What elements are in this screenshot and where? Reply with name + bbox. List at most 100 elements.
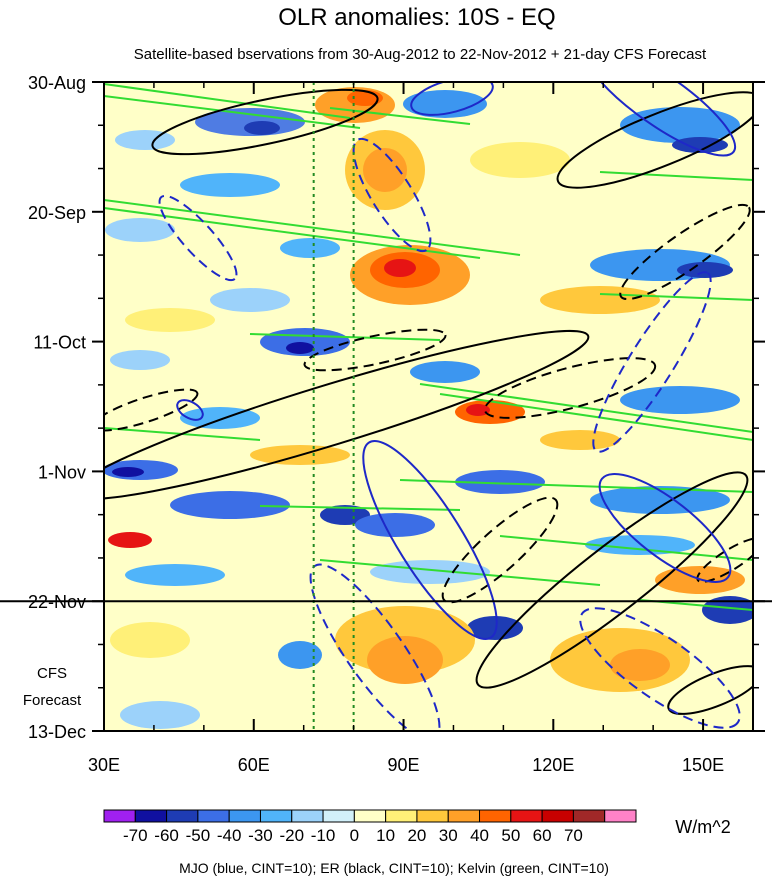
mjo-contour bbox=[583, 82, 737, 157]
anomaly-patch-positive bbox=[125, 308, 215, 332]
anomaly-patch-negative bbox=[115, 130, 175, 150]
anomaly-patch-negative bbox=[210, 288, 290, 312]
x-tick-label: 30E bbox=[88, 755, 120, 775]
colorbar-swatch bbox=[103, 809, 136, 823]
colorbar-swatch bbox=[541, 809, 574, 823]
anomaly-patch-negative bbox=[278, 641, 322, 669]
plot-frame bbox=[103, 81, 754, 732]
kelvin-contour bbox=[399, 479, 753, 493]
colorbar-level-label: -60 bbox=[154, 826, 179, 845]
anomaly-patch-negative bbox=[320, 505, 370, 525]
kelvin-contour bbox=[104, 83, 351, 119]
colorbar-labels: -70 -60 -50 -40 -30 -20 -10 0 10 20 30 40 50 60 70 bbox=[123, 826, 583, 845]
y-tick-label: 11-Oct bbox=[33, 333, 86, 353]
anomaly-patch-positive bbox=[540, 286, 660, 314]
anomaly-patch-negative bbox=[244, 121, 280, 135]
colorbar-swatch bbox=[134, 809, 168, 823]
anomaly-patch-negative bbox=[370, 560, 490, 584]
axis-ticks bbox=[92, 81, 765, 732]
colorbar-level-label: -10 bbox=[311, 826, 336, 845]
y-tick-label: 20-Sep bbox=[28, 203, 86, 223]
er-contour bbox=[667, 665, 753, 715]
anomaly-patch-negative bbox=[672, 137, 728, 153]
anomaly-patch-positive bbox=[466, 404, 490, 416]
er-contour-dashed bbox=[696, 537, 753, 583]
chart-title: OLR anomalies: 10S - EQ bbox=[278, 4, 555, 31]
colorbar-units: W/m^2 bbox=[675, 817, 730, 837]
anomaly-patch-negative bbox=[110, 350, 170, 370]
colorbar-level-label: 60 bbox=[533, 826, 552, 845]
colorbar-level-label: -20 bbox=[279, 826, 304, 845]
anomaly-patch-negative bbox=[677, 262, 733, 278]
anomaly-patch-negative bbox=[410, 361, 480, 383]
colorbar-swatch bbox=[479, 809, 512, 823]
er-contour bbox=[104, 330, 590, 500]
anomaly-patch-negative bbox=[170, 491, 290, 519]
colorbar-swatch bbox=[416, 809, 449, 823]
colorbar-level-label: 40 bbox=[470, 826, 489, 845]
colorbar-swatch bbox=[259, 809, 293, 823]
anomaly-patch-negative bbox=[112, 467, 144, 477]
kelvin-contour bbox=[319, 559, 601, 586]
anomaly-patch-negative bbox=[455, 470, 545, 494]
anomaly-patch-negative bbox=[590, 486, 730, 514]
colorbar-swatch bbox=[510, 809, 543, 823]
kelvin-contour bbox=[419, 383, 753, 433]
forecast-label-line1: CFS bbox=[37, 665, 67, 682]
colorbar-level-label: -50 bbox=[186, 826, 211, 845]
anomaly-patch-negative bbox=[620, 386, 740, 414]
er-contour-dashed bbox=[303, 328, 447, 372]
colorbar-level-label: 50 bbox=[501, 826, 520, 845]
forecast-label-line2: Forecast bbox=[23, 692, 82, 709]
kelvin-contour bbox=[599, 171, 753, 181]
colorbar-swatch bbox=[291, 809, 324, 823]
anomaly-patch-negative bbox=[467, 616, 523, 640]
mjo-contour bbox=[598, 473, 732, 583]
anomaly-patch-negative bbox=[355, 513, 435, 537]
anomaly-patch-positive bbox=[108, 532, 152, 548]
anomaly-patch-negative bbox=[105, 218, 175, 242]
forecast-label: CFS Forecast bbox=[23, 665, 82, 709]
x-tick-label: 150E bbox=[682, 755, 724, 775]
colorbar-swatch bbox=[166, 809, 199, 823]
anomaly-patch-positive bbox=[367, 636, 443, 684]
er-contour-dashed bbox=[619, 203, 751, 301]
anomaly-patch-positive bbox=[363, 148, 407, 192]
anomaly-patch-negative bbox=[125, 564, 225, 586]
colorbar-level-label: -40 bbox=[217, 826, 242, 845]
colorbar-level-label: 20 bbox=[407, 826, 426, 845]
mjo-contour bbox=[410, 82, 494, 116]
er-contour-dashed bbox=[441, 496, 559, 604]
anomaly-patch-negative bbox=[702, 596, 753, 624]
chart-subtitle: Satellite-based bservations from 30-Aug-… bbox=[134, 46, 707, 63]
y-tick-label: 13-Dec bbox=[28, 722, 86, 742]
colorbar-swatch bbox=[322, 809, 355, 823]
mjo-contour-dashed bbox=[579, 607, 741, 729]
colorbar-swatch bbox=[197, 809, 230, 823]
anomaly-patch-positive bbox=[384, 259, 416, 277]
colorbar-swatch bbox=[353, 809, 387, 823]
anomaly-patch-positive bbox=[110, 622, 190, 658]
colorbar-level-label: -30 bbox=[248, 826, 273, 845]
kelvin-contour bbox=[104, 199, 521, 256]
colorbar-level-label: 30 bbox=[439, 826, 458, 845]
kelvin-contour bbox=[104, 95, 361, 129]
colorbar-swatch bbox=[604, 809, 637, 823]
reference-longitude-lines bbox=[312, 82, 355, 731]
kelvin-contour bbox=[599, 293, 753, 301]
er-contour bbox=[475, 471, 749, 689]
anomaly-patch-negative bbox=[280, 238, 340, 258]
mjo-contour-dashed bbox=[309, 563, 441, 731]
er-contour-dashed bbox=[483, 357, 657, 419]
anomaly-patch-positive bbox=[470, 142, 570, 178]
plot-area bbox=[0, 81, 772, 732]
x-tick-label: 120E bbox=[532, 755, 574, 775]
anomaly-patch-positive bbox=[455, 400, 525, 424]
y-tick-label: 1-Nov bbox=[38, 462, 86, 482]
colorbar-swatch bbox=[447, 809, 481, 823]
wave-contours bbox=[104, 82, 753, 731]
contour-legend: MJO (blue, CINT=10); ER (black, CINT=10)… bbox=[179, 860, 609, 876]
mjo-contour bbox=[176, 399, 204, 421]
anomaly-patch-negative bbox=[286, 342, 314, 354]
